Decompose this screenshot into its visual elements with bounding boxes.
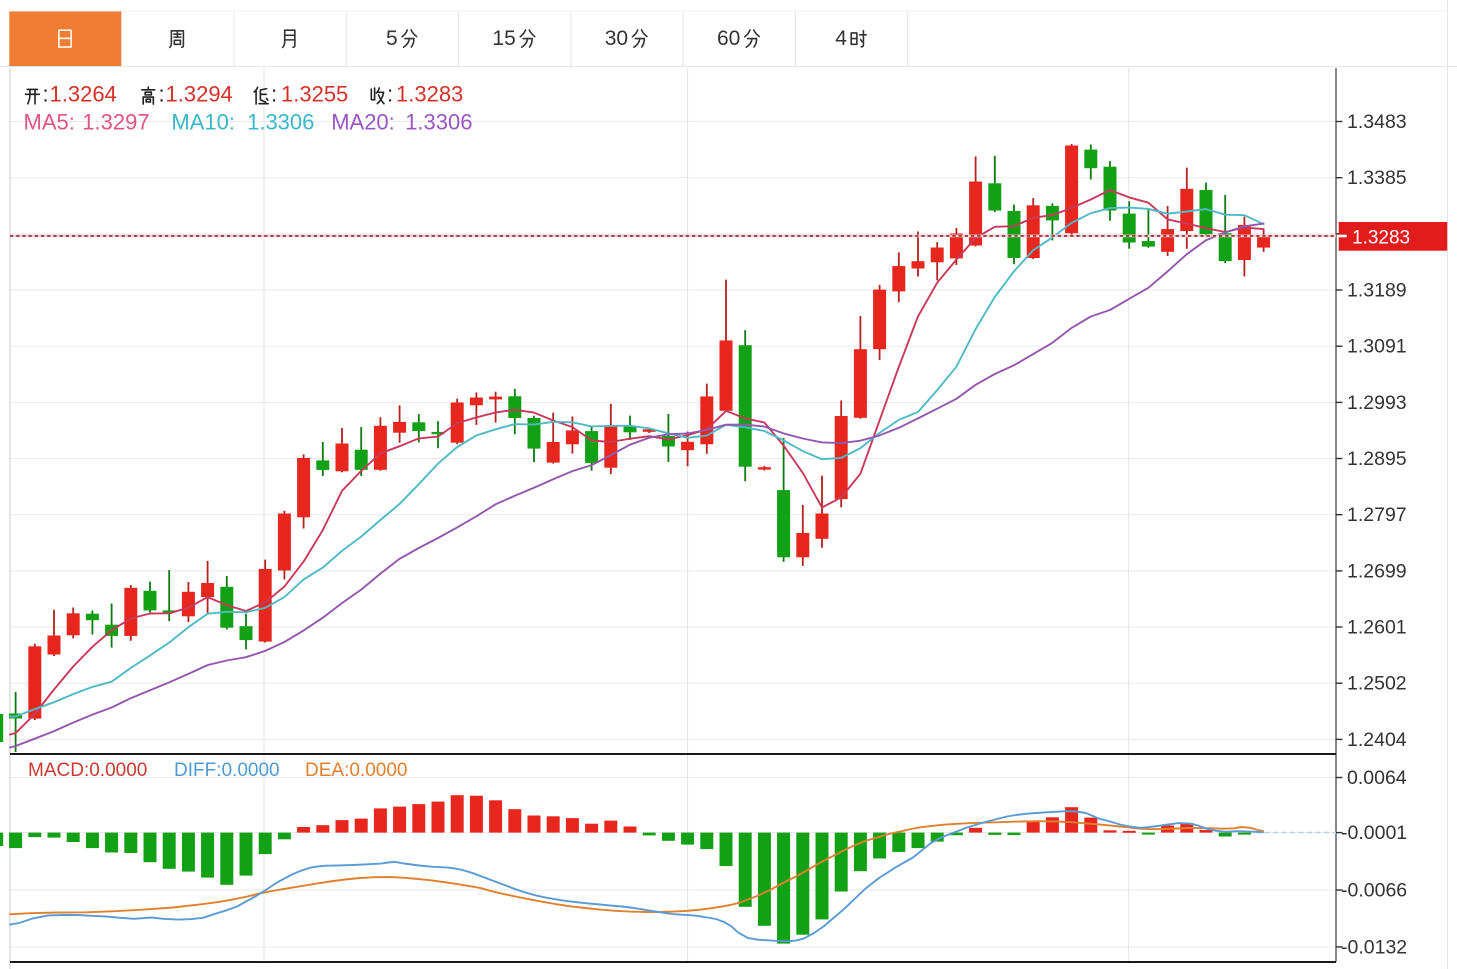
svg-text:1.2699: 1.2699	[1347, 560, 1407, 582]
svg-text:1.3264: 1.3264	[50, 82, 117, 107]
svg-text:1.2404: 1.2404	[1347, 729, 1407, 751]
svg-text::: :	[159, 82, 165, 107]
svg-text:1.3091: 1.3091	[1347, 336, 1407, 358]
svg-text:DIFF:0.0000: DIFF:0.0000	[174, 760, 280, 781]
svg-text:MA20:: MA20:	[331, 110, 395, 135]
svg-text:MA5:: MA5:	[24, 110, 75, 135]
svg-text:15: 15	[492, 27, 515, 50]
svg-text::: :	[271, 82, 277, 107]
svg-text:1.2601: 1.2601	[1347, 617, 1407, 639]
svg-text:-0.0001: -0.0001	[1341, 822, 1407, 844]
svg-text:30: 30	[605, 27, 628, 50]
svg-text:1.3283: 1.3283	[1352, 228, 1410, 249]
svg-text:1.2797: 1.2797	[1347, 504, 1407, 526]
svg-text:1.3306: 1.3306	[247, 110, 314, 135]
svg-text:1.3294: 1.3294	[166, 82, 233, 107]
svg-text:4: 4	[835, 27, 847, 50]
svg-text:1.3297: 1.3297	[82, 110, 149, 135]
svg-text:1.3385: 1.3385	[1347, 167, 1407, 189]
svg-text:1.3306: 1.3306	[405, 110, 472, 135]
svg-text:DEA:0.0000: DEA:0.0000	[305, 760, 407, 781]
svg-text:1.3255: 1.3255	[281, 82, 348, 107]
svg-text:-0.0066: -0.0066	[1341, 880, 1407, 902]
svg-text::: :	[43, 82, 49, 107]
svg-text:-0.0132: -0.0132	[1341, 936, 1407, 958]
svg-text:MACD:0.0000: MACD:0.0000	[28, 760, 147, 781]
svg-text:60: 60	[717, 27, 740, 50]
svg-text:5: 5	[386, 27, 398, 50]
svg-text:1.2502: 1.2502	[1347, 673, 1407, 695]
svg-text:0.0064: 0.0064	[1347, 767, 1407, 789]
svg-text:1.3283: 1.3283	[396, 82, 463, 107]
svg-text:1.3483: 1.3483	[1347, 111, 1407, 133]
svg-text:1.2993: 1.2993	[1347, 392, 1407, 414]
svg-text::: :	[387, 82, 393, 107]
svg-text:1.3189: 1.3189	[1347, 280, 1407, 302]
svg-text:MA10:: MA10:	[171, 110, 235, 135]
svg-text:1.2895: 1.2895	[1347, 448, 1407, 470]
